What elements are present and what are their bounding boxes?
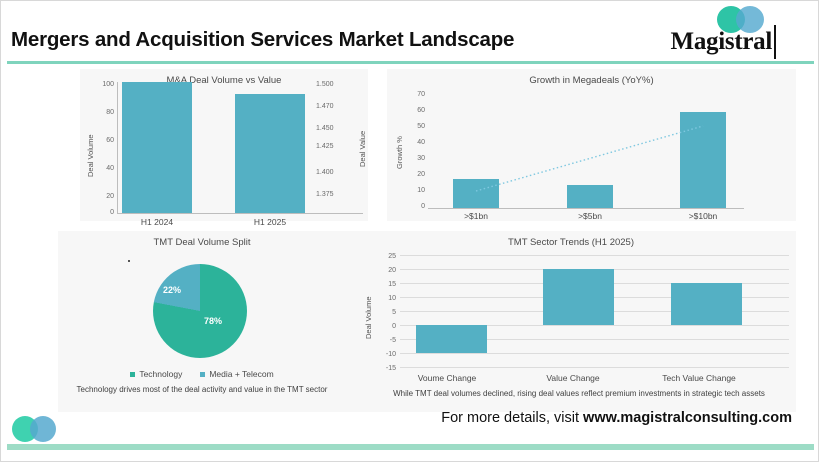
x-axis-line	[117, 213, 363, 214]
y-tick: 0	[110, 209, 114, 216]
x-tick-label: Tech Value Change	[662, 373, 736, 383]
x-tick-label: >$1bn	[464, 211, 488, 221]
y2-tick: 1.425	[316, 143, 334, 150]
chart-panel-tmt-sector-trends: TMT Sector Trends (H1 2025) 25 20 15 10 …	[346, 231, 796, 412]
legend-label: Media + Telecom	[209, 369, 274, 379]
gridline	[400, 353, 789, 354]
y-tick: 20	[388, 267, 396, 274]
y-tick: 20	[417, 171, 425, 178]
chart-title: Growth in Megadeals (YoY%)	[529, 75, 654, 86]
y2-tick: 1.400	[316, 169, 334, 176]
y-tick: -5	[389, 337, 396, 344]
magistral-logo-icon	[717, 6, 767, 33]
legend-swatch-icon	[130, 371, 136, 377]
brand-divider	[774, 25, 776, 59]
x-tick-label: >$5bn	[578, 211, 602, 221]
y-tick: 5	[392, 309, 396, 316]
bullet-marker	[128, 260, 130, 262]
y-tick: 70	[417, 91, 425, 98]
y-tick: 30	[417, 155, 425, 162]
chart-panel-growth-in-megadeals: Growth in Megadeals (YoY%) 70 60 50 40 3…	[387, 69, 796, 221]
y-tick: 10	[388, 295, 396, 302]
legend-item-technology: Technology	[130, 369, 182, 379]
chart-caption: Technology drives most of the deal activ…	[76, 385, 328, 394]
chart-panel-bottom-row: TMT Deal Volume Split 22% 78% Technology…	[58, 231, 796, 412]
y-tick: 10	[417, 187, 425, 194]
bar-volume-change	[416, 325, 487, 353]
y-tick: 50	[417, 123, 425, 130]
plot-area	[400, 255, 789, 369]
y2-tick: 1.375	[316, 191, 334, 198]
y2-tick: 1.450	[316, 125, 334, 132]
gridline	[400, 255, 789, 256]
bar-value-change	[543, 269, 614, 325]
y-tick: -15	[385, 365, 396, 372]
legend-label: Technology	[139, 369, 183, 379]
y-tick: 40	[417, 139, 425, 146]
pie-label-media-telecom: 22%	[163, 285, 182, 295]
y-tick: 100	[102, 81, 114, 88]
pie-chart	[153, 264, 247, 358]
y-tick: 20	[106, 193, 114, 200]
x-tick-label: >$10bn	[688, 211, 718, 221]
legend-item-media-telecom: Media + Telecom	[200, 369, 274, 379]
y-tick: 15	[388, 281, 396, 288]
bar-over-5bn	[567, 185, 613, 208]
chart-title: TMT Deal Volume Split	[153, 237, 251, 248]
y-tick: 0	[392, 323, 396, 330]
y-tick: 60	[417, 107, 425, 114]
chart-panel-ma-deal-volume-vs-value: M&A Deal Volume vs Value 100 80 60 40 20…	[80, 69, 368, 227]
y-tick: 25	[388, 253, 396, 260]
pie-label-technology: 78%	[204, 316, 223, 326]
x-tick-label: H1 2024	[140, 217, 174, 227]
y-tick: 80	[106, 109, 114, 116]
y2-axis-title: Deal Value	[358, 130, 367, 167]
logo-circle-right	[736, 6, 764, 33]
bar-h1-2025	[235, 94, 305, 213]
x-tick-label: Value Change	[546, 373, 600, 383]
x-tick-label: Voume Change	[417, 373, 477, 383]
gridline	[400, 325, 789, 326]
footer-cta-prefix: For more details, visit	[441, 410, 584, 426]
chart-caption: While TMT deal volumes declined, rising …	[393, 389, 765, 398]
x-axis-line	[428, 208, 744, 209]
chart-title: M&A Deal Volume vs Value	[166, 75, 282, 86]
bar-h1-2024	[122, 82, 192, 213]
y-tick: -10	[385, 351, 396, 358]
page-title: Mergers and Acquisition Services Market …	[11, 28, 515, 51]
footer-url[interactable]: www.magistralconsulting.com	[583, 410, 792, 426]
footer-accent-bar	[7, 444, 814, 450]
y2-tick: 1.500	[316, 81, 334, 88]
pie-legend: Technology Media + Telecom	[58, 369, 346, 379]
y-tick: 40	[106, 165, 114, 172]
y-tick: 60	[106, 137, 114, 144]
bar-tech-value-change	[671, 283, 742, 325]
gridline	[400, 367, 789, 368]
gridline	[400, 339, 789, 340]
chart-title: TMT Sector Trends (H1 2025)	[507, 237, 634, 248]
y-tick: 0	[421, 203, 425, 210]
footer-logo-icon	[12, 416, 58, 442]
legend-swatch-icon	[200, 371, 206, 377]
y-axis-title: Growth %	[395, 136, 404, 169]
y-axis-title: Deal Volume	[364, 296, 373, 339]
chart-panel-tmt-deal-volume-split: TMT Deal Volume Split 22% 78% Technology…	[58, 231, 346, 412]
brand-wordmark: Magistral	[670, 28, 773, 55]
footer-logo-circle-right	[30, 416, 56, 442]
header-accent-bar	[7, 61, 814, 64]
bar-over-1bn	[453, 179, 499, 208]
y-axis-line	[117, 82, 118, 214]
slide-header: Mergers and Acquisition Services Market …	[1, 1, 818, 63]
footer-cta: For more details, visit www.magistralcon…	[441, 410, 792, 426]
y-axis-title: Deal Volume	[86, 134, 95, 177]
x-tick-label: H1 2025	[253, 217, 287, 227]
y2-tick: 1.470	[316, 103, 334, 110]
bar-over-10bn	[680, 112, 726, 208]
